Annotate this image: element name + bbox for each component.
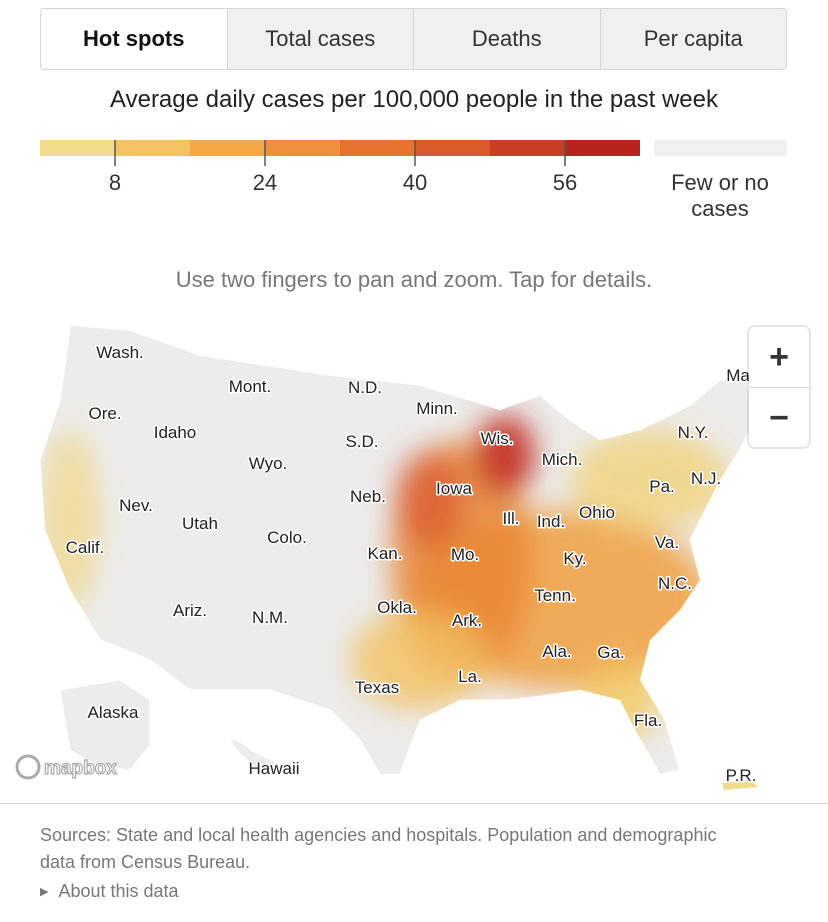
legend-tick-label: 56 <box>553 170 577 195</box>
state-label: Wyo. <box>249 454 288 473</box>
legend-swatch <box>115 140 190 156</box>
state-label: Okla. <box>377 598 417 617</box>
legend-swatch <box>415 140 490 156</box>
state-label: Ma <box>726 366 750 385</box>
divider <box>0 803 828 804</box>
legend-tick-label: 40 <box>403 170 427 195</box>
legend-swatch <box>190 140 265 156</box>
state-label: Tenn. <box>534 586 576 605</box>
attribution-text: mapbox <box>44 758 117 779</box>
state-label: Ga. <box>597 643 624 662</box>
state-label: Mo. <box>451 545 479 564</box>
state-label: Idaho <box>154 423 197 442</box>
state-label: Wash. <box>96 343 144 362</box>
state-label: Ark. <box>452 611 482 630</box>
state-label: Ala. <box>542 642 571 661</box>
state-label: Calif. <box>66 538 105 557</box>
state-label: Hawaii <box>248 759 299 778</box>
state-label: N.J. <box>691 469 721 488</box>
state-label: Va. <box>655 533 679 552</box>
zoom-out-button[interactable]: − <box>749 387 809 448</box>
tab[interactable]: Per capita <box>599 9 786 69</box>
state-label: Nev. <box>119 496 153 515</box>
sources: Sources: State and local health agencies… <box>40 825 717 872</box>
state-label: N.Y. <box>678 423 709 442</box>
state-label: S.D. <box>345 432 378 451</box>
tab[interactable]: Total cases <box>226 9 413 69</box>
state-label: N.M. <box>252 608 288 627</box>
state-label: Minn. <box>416 399 458 418</box>
state-label: Ill. <box>503 509 520 528</box>
state-label: Texas <box>355 678 399 697</box>
state-label: Fla. <box>634 711 662 730</box>
legend-swatch <box>265 140 340 156</box>
state-label: Iowa <box>436 479 472 498</box>
map-canvas: Wash. Mont. N.D. Minn. Ore. Idaho S.D. Wis. Mich… <box>15 140 787 790</box>
state-label: Ky. <box>563 549 586 568</box>
legend-swatch <box>40 140 115 156</box>
zoom-control: + − <box>749 327 809 447</box>
legend: 8 24 40 56 Few or no cases <box>40 140 787 221</box>
map[interactable] <box>39 324 758 790</box>
state-label: N.C. <box>658 574 692 593</box>
state-label: Pa. <box>649 477 675 496</box>
state-label: Alaska <box>87 703 139 722</box>
state-label: Ore. <box>88 404 121 423</box>
legend-none-swatch <box>654 140 787 156</box>
legend-none-label: Few or no cases <box>671 170 769 221</box>
tab[interactable]: Hot spots <box>41 9 227 69</box>
state-label: Neb. <box>350 487 386 506</box>
state-label: Kan. <box>368 544 403 563</box>
legend-swatch <box>340 140 415 156</box>
attribution[interactable]: mapbox <box>15 754 118 780</box>
map-hint: Use two fingers to pan and zoom. Tap for… <box>175 267 653 292</box>
state-label: Colo. <box>267 528 307 547</box>
tab[interactable]: Deaths <box>413 9 600 69</box>
legend-tick-label: 24 <box>253 170 277 195</box>
state-label: Ohio <box>579 503 615 522</box>
tab-bar: Hot spots Total cases Deaths Per capita <box>40 8 787 70</box>
state-label: P.R. <box>726 766 757 785</box>
legend-title: Average daily cases per 100,000 people i… <box>110 86 718 113</box>
state-label: Ariz. <box>173 601 207 620</box>
state-label: N.D. <box>348 378 382 397</box>
state-label: Mont. <box>229 377 272 396</box>
state-label: La. <box>458 667 482 686</box>
state-label: Ind. <box>537 512 565 531</box>
about-link[interactable]: About this data <box>40 881 178 902</box>
zoom-in-button[interactable]: + <box>769 337 789 376</box>
legend-swatch <box>565 140 640 156</box>
state-label: Mich. <box>542 450 583 469</box>
legend-swatch <box>490 140 565 156</box>
state-label: Utah <box>182 514 218 533</box>
legend-tick-label: 8 <box>109 170 121 195</box>
state-label: Wis. <box>480 429 513 448</box>
